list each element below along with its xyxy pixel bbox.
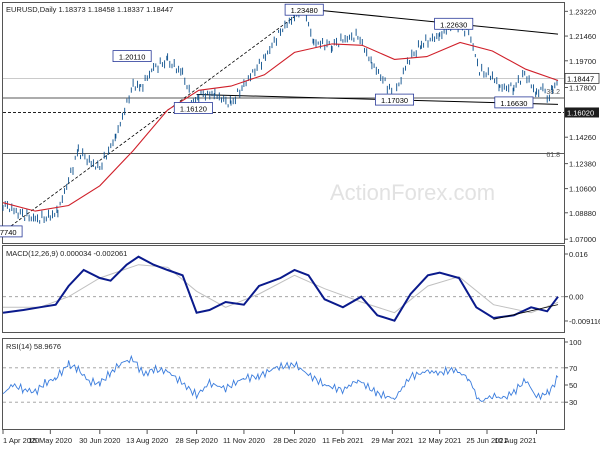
x-tick-label: 15 May 2020 xyxy=(29,436,72,445)
price-y-tick-label: 1.10600 xyxy=(569,185,596,194)
x-tick-label: 30 Jun 2020 xyxy=(79,436,120,445)
price-y-tick-label: 1.21460 xyxy=(569,32,596,41)
moving-average-line xyxy=(2,41,559,212)
x-tick-label: 29 Mar 2021 xyxy=(371,436,413,445)
macd-y-tick-label: 0.016 xyxy=(569,250,588,259)
price-y-tick-label: 1.08880 xyxy=(569,209,596,218)
rsi-panel-title: RSI(14) 58.9676 xyxy=(6,342,61,351)
last-price-label: 1.18447 xyxy=(567,74,594,83)
level-label-box xyxy=(112,50,152,62)
x-tick-label: 12 May 2021 xyxy=(418,436,461,445)
level-label: 1.22630 xyxy=(440,20,467,29)
x-tick-label: 28 Sep 2020 xyxy=(175,436,218,445)
rsi-y-tick-label: 30 xyxy=(569,398,577,407)
macd-y-tick-label: -0.009116 xyxy=(569,317,600,326)
resistance-trendline xyxy=(304,8,559,35)
level-label-box xyxy=(374,93,414,106)
rsi-y-tick-label: 50 xyxy=(569,381,577,390)
macd-y-tick-label: 0.00 xyxy=(569,293,584,302)
price-y-tick-label: 1.17800 xyxy=(569,83,596,92)
price-y-tick-label: 1.23220 xyxy=(569,7,596,16)
fib-label: 61.8 xyxy=(546,152,560,159)
uptrend-line xyxy=(2,9,305,233)
x-tick-label: 13 Aug 2020 xyxy=(126,436,168,445)
support-tag xyxy=(565,107,599,118)
rsi-plot xyxy=(2,354,564,403)
rsi-panel-frame xyxy=(2,338,565,430)
last-price-tag xyxy=(564,72,600,84)
fib-label: 38.2 xyxy=(546,89,560,96)
rsi-line xyxy=(2,354,559,402)
x-tick-label: 11 Nov 2020 xyxy=(223,436,265,445)
level-label: 1.16630 xyxy=(500,99,527,108)
price-plot: 38.2 61.8 1.07740 1.20110 1.16120 1.23480 1.17… xyxy=(0,3,564,238)
macd-divergence-line xyxy=(493,304,559,320)
level-label-box xyxy=(173,102,213,114)
price-y-tick-label: 1.07000 xyxy=(569,235,596,244)
level-label-box xyxy=(434,17,474,30)
macd-line xyxy=(2,255,559,322)
macd-plot xyxy=(2,255,564,322)
price-panel-frame xyxy=(2,2,565,244)
macd-panel-title: MACD(12,26,9) 0.000034 -0.002061 xyxy=(6,249,127,258)
level-label: 1.17030 xyxy=(381,96,408,105)
level-label: 1.20110 xyxy=(119,53,146,62)
x-tick-label: 1 Apr 2020 xyxy=(3,436,39,445)
x-tick-label: 25 Jun 2021 xyxy=(466,436,507,445)
price-panel-title: EURUSD,Daily 1.18373 1.18458 1.18337 1.1… xyxy=(6,5,173,14)
level-label: 1.23480 xyxy=(291,6,318,15)
level-label: 1.07740 xyxy=(0,228,17,237)
x-tick-label: 11 Feb 2021 xyxy=(322,436,364,445)
price-y-tick-label: 1.12380 xyxy=(569,160,596,169)
price-y-tick-label: 1.14260 xyxy=(569,133,596,142)
level-label-box xyxy=(0,225,23,238)
price-y-tick-label: 1.19700 xyxy=(569,57,596,66)
x-tick-label: 28 Dec 2020 xyxy=(273,436,316,445)
rsi-y-tick-label: 100 xyxy=(569,338,582,347)
watermark-text: ActionForex.com xyxy=(330,180,495,205)
x-tick-label: 10 Aug 2021 xyxy=(494,436,536,445)
macd-panel-frame xyxy=(2,245,565,333)
support-tag-label: 1.16020 xyxy=(567,108,594,117)
level-label-box xyxy=(284,3,324,16)
macd-signal-line xyxy=(3,264,559,314)
level-label-box xyxy=(494,96,534,109)
level-label: 1.16120 xyxy=(180,105,207,114)
rsi-y-tick-label: 70 xyxy=(569,364,577,373)
